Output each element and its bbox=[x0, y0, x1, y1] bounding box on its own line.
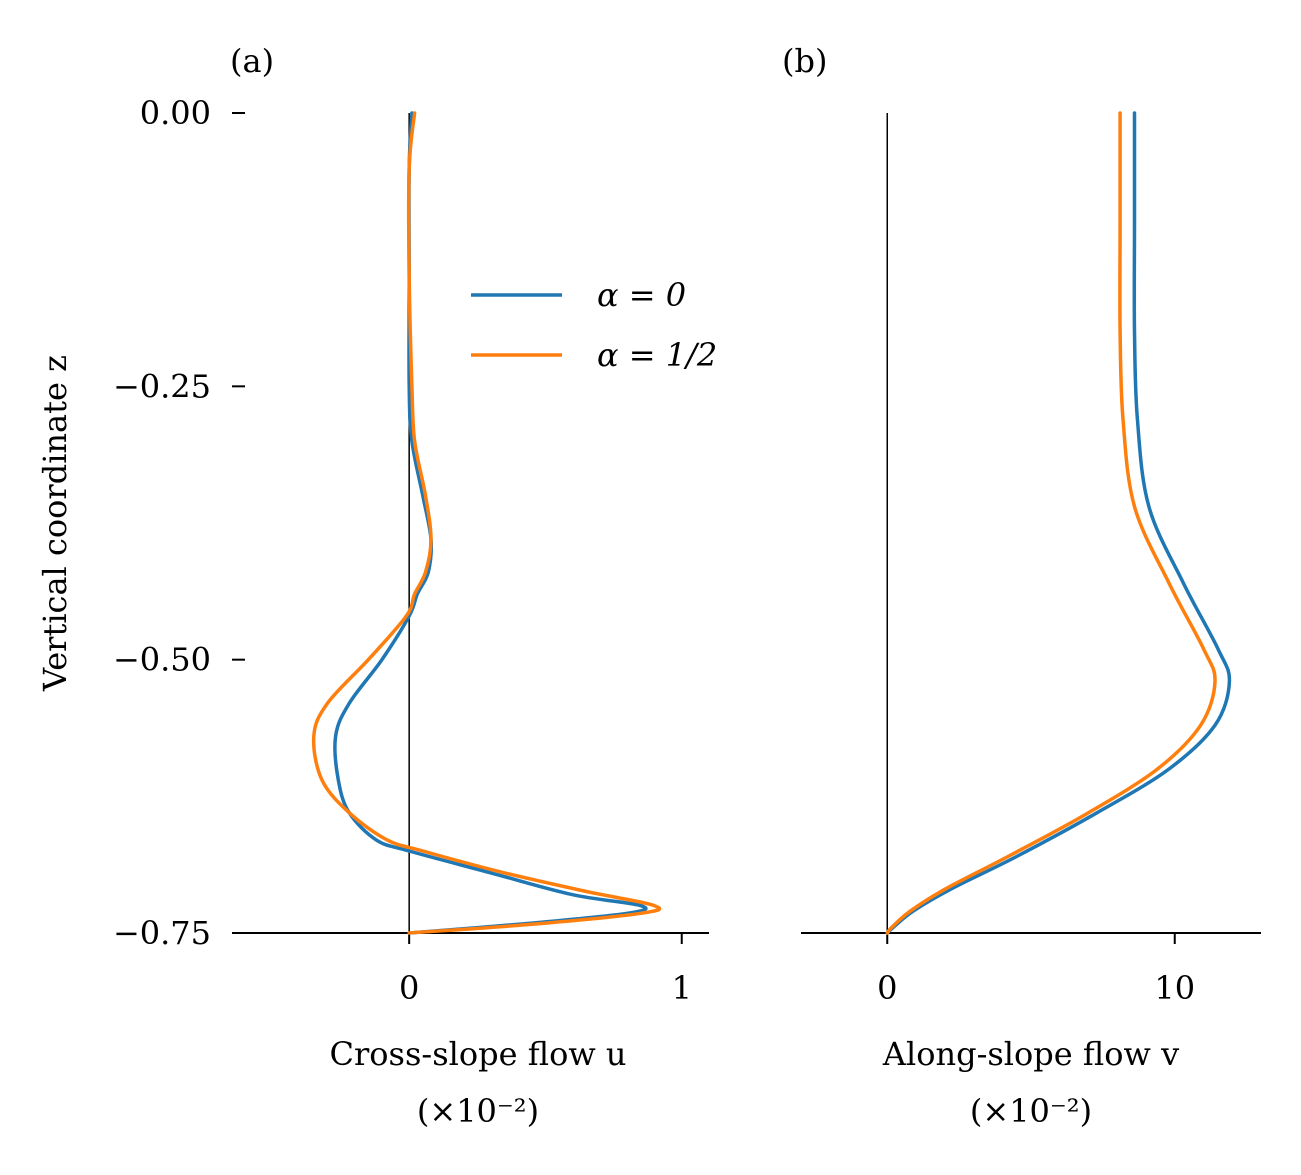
panel-a-x-label: Cross-slope flow u bbox=[330, 1035, 627, 1073]
x-tick-label: 1 bbox=[672, 969, 692, 1007]
panel-b-x-ticks: 0 10 bbox=[877, 933, 1195, 1007]
panel-b-x-scale: (×10⁻²) bbox=[970, 1092, 1092, 1130]
series-line bbox=[333, 111, 648, 935]
y-tick-label: −0.50 bbox=[113, 641, 211, 679]
panel-b-series bbox=[885, 111, 1232, 935]
series-line bbox=[311, 111, 662, 935]
legend-label: α = 1/2 bbox=[597, 336, 717, 374]
y-tick-label: −0.25 bbox=[113, 367, 211, 405]
y-tick-label: −0.75 bbox=[113, 914, 211, 952]
x-tick-label: 0 bbox=[877, 969, 897, 1007]
x-tick-label: 10 bbox=[1154, 969, 1195, 1007]
panel-a-y-ticks: 0.00 −0.25 −0.50 −0.75 bbox=[113, 94, 245, 952]
panel-a-x-scale: (×10⁻²) bbox=[417, 1092, 539, 1130]
panel-a-series bbox=[311, 111, 662, 935]
panel-a-y-label: Vertical coordinate z bbox=[36, 355, 74, 692]
legend: α = 0 α = 1/2 bbox=[471, 276, 717, 374]
series-line bbox=[885, 111, 1217, 935]
series-line bbox=[885, 111, 1232, 935]
y-tick-label: 0.00 bbox=[140, 94, 211, 132]
legend-label: α = 0 bbox=[597, 276, 686, 314]
panel-b: 0 10 Along-slope flow v (×10⁻²) bbox=[801, 111, 1261, 1130]
panel-b-x-label: Along-slope flow v bbox=[882, 1035, 1179, 1073]
panel-label-a: (a) bbox=[230, 42, 274, 80]
x-tick-label: 0 bbox=[399, 969, 419, 1007]
panel-label-b: (b) bbox=[782, 42, 827, 80]
